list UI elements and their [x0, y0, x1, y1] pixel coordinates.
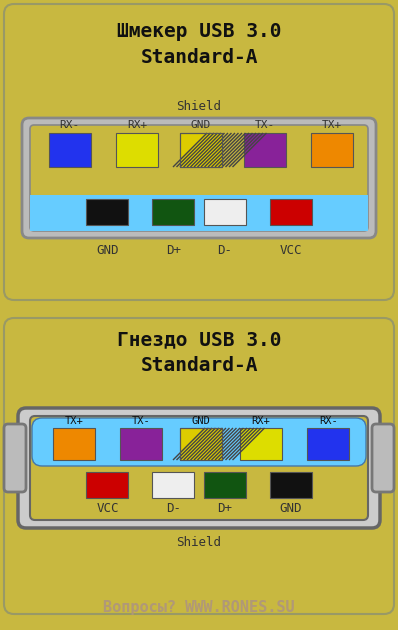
Bar	[180, 133, 222, 167]
Bar	[269, 472, 312, 498]
Text: VCC: VCC	[96, 502, 119, 515]
Bar	[30, 195, 368, 231]
FancyBboxPatch shape	[4, 4, 394, 300]
Bar	[53, 428, 95, 460]
FancyBboxPatch shape	[32, 418, 366, 466]
Text: Standard-A: Standard-A	[140, 356, 258, 375]
Bar	[180, 428, 222, 460]
FancyBboxPatch shape	[30, 195, 368, 231]
Text: D-: D-	[217, 244, 232, 257]
Bar	[86, 199, 129, 225]
Text: RX+: RX+	[251, 416, 270, 426]
Bar	[180, 428, 222, 460]
Bar	[269, 199, 312, 225]
FancyBboxPatch shape	[22, 118, 376, 238]
Text: RX-: RX-	[319, 416, 338, 426]
Bar	[240, 428, 282, 460]
Text: Шмекер USB 3.0: Шмекер USB 3.0	[117, 22, 281, 41]
Bar	[311, 133, 353, 167]
Text: Shield: Shield	[176, 100, 222, 113]
Text: GND: GND	[191, 416, 211, 426]
FancyBboxPatch shape	[30, 125, 368, 231]
Bar	[152, 199, 194, 225]
FancyBboxPatch shape	[30, 416, 368, 520]
Bar	[307, 428, 349, 460]
FancyBboxPatch shape	[4, 318, 394, 614]
Bar	[204, 199, 246, 225]
Text: Вопросы? WWW.RONES.SU: Вопросы? WWW.RONES.SU	[103, 600, 295, 615]
Bar	[244, 133, 286, 167]
Text: Standard-A: Standard-A	[140, 48, 258, 67]
Bar	[86, 472, 129, 498]
Text: VCC: VCC	[279, 244, 302, 257]
Bar	[120, 428, 162, 460]
Bar	[152, 472, 194, 498]
Bar	[204, 472, 246, 498]
Bar	[116, 133, 158, 167]
FancyBboxPatch shape	[4, 424, 26, 492]
Text: RX+: RX+	[127, 120, 147, 130]
Text: RX-: RX-	[60, 120, 80, 130]
FancyBboxPatch shape	[372, 424, 394, 492]
FancyBboxPatch shape	[18, 408, 380, 528]
Text: TX-: TX-	[255, 120, 275, 130]
Text: Гнездо USB 3.0: Гнездо USB 3.0	[117, 330, 281, 349]
Bar	[49, 133, 91, 167]
Text: GND: GND	[96, 244, 119, 257]
Text: GND: GND	[191, 120, 211, 130]
Text: TX-: TX-	[132, 416, 151, 426]
Text: TX+: TX+	[64, 416, 83, 426]
Text: Shield: Shield	[176, 536, 222, 549]
Text: D+: D+	[217, 502, 232, 515]
Text: TX+: TX+	[322, 120, 342, 130]
Text: GND: GND	[279, 502, 302, 515]
Text: D-: D-	[166, 502, 181, 515]
Text: D+: D+	[166, 244, 181, 257]
Bar	[180, 133, 222, 167]
